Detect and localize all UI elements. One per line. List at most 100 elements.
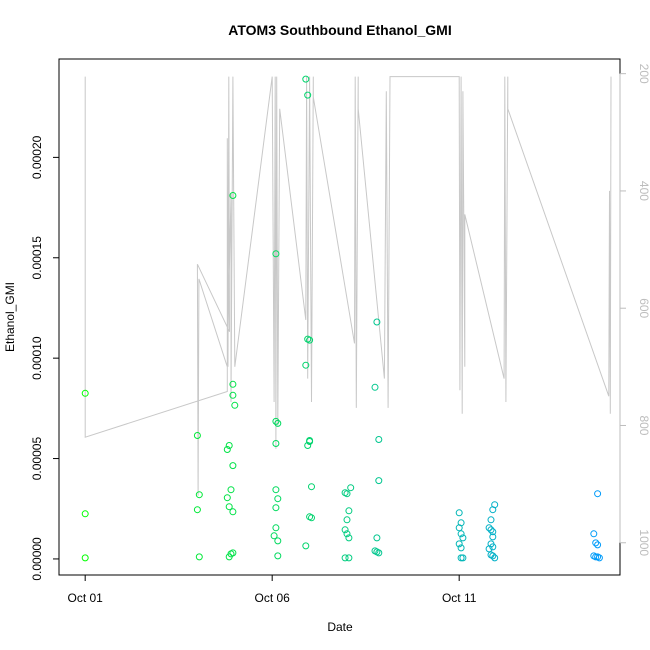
data-point (229, 508, 237, 516)
data-point (457, 530, 465, 538)
data-point (375, 436, 383, 443)
data-point (343, 530, 351, 538)
data-point (459, 534, 467, 542)
data-point (455, 540, 463, 548)
data-point (343, 490, 351, 498)
data-point (302, 75, 310, 83)
data-point (274, 537, 282, 545)
data-point (341, 526, 349, 534)
data-point (345, 507, 353, 515)
y2-tick-label: 400 (637, 181, 650, 201)
y-axis-label: Ethanol_GMI (3, 282, 17, 352)
data-point (274, 552, 282, 560)
data-point (274, 495, 282, 503)
data-point (274, 419, 282, 427)
data-point (371, 383, 379, 391)
data-point (594, 490, 602, 498)
data-point (594, 541, 602, 549)
data-point (304, 91, 312, 99)
plot-frame (58, 58, 621, 576)
data-point (302, 542, 310, 550)
data-point (223, 446, 231, 453)
altitude-line-layer (84, 76, 612, 496)
data-point (489, 533, 497, 541)
data-point (225, 442, 233, 449)
data-point (270, 532, 278, 540)
y-tick-label: 0.00020 (30, 135, 44, 179)
secondary-y-axis: 200 400 600 800 1000 (619, 64, 650, 556)
data-point (225, 503, 233, 511)
data-point (375, 477, 383, 485)
data-point (345, 554, 353, 562)
data-point (373, 534, 381, 542)
data-point (485, 545, 493, 553)
data-point (491, 501, 499, 509)
x-tick-label: Oct 01 (68, 591, 104, 605)
data-point (489, 528, 497, 536)
data-point (487, 516, 495, 524)
data-point (272, 250, 280, 258)
data-point (231, 401, 239, 409)
data-point (590, 530, 598, 538)
y-tick-label: 0.00015 (30, 236, 44, 280)
y2-tick-label: 1000 (637, 529, 650, 556)
data-point (487, 526, 495, 534)
data-point (193, 506, 201, 514)
data-point (81, 554, 89, 562)
data-point (195, 491, 203, 499)
data-point (341, 554, 349, 562)
x-axis: Oct 01 Oct 06 Oct 11 (68, 574, 477, 605)
x-tick-label: Oct 11 (442, 591, 477, 605)
data-point (373, 318, 381, 326)
altitude-line (84, 76, 612, 496)
data-point (272, 440, 280, 447)
data-point (193, 432, 201, 439)
data-point (485, 524, 493, 532)
data-point (229, 549, 237, 557)
data-point (308, 514, 315, 522)
data-point (592, 553, 600, 561)
y2-tick-label: 800 (637, 415, 650, 435)
data-point (195, 553, 203, 561)
data-point (229, 380, 237, 388)
data-point (229, 391, 237, 399)
x-axis-label: Date (327, 620, 353, 634)
data-point (81, 510, 89, 518)
data-point (227, 486, 235, 494)
data-point (272, 486, 280, 494)
data-point (455, 509, 463, 517)
data-point (455, 524, 463, 532)
y2-tick-label: 600 (637, 298, 650, 318)
y-tick-label: 0.00000 (30, 537, 44, 581)
data-point (306, 336, 314, 344)
data-point (345, 534, 353, 542)
data-point (229, 192, 237, 199)
data-point (308, 483, 315, 491)
chart-title: ATOM3 Southbound Ethanol_GMI (228, 22, 451, 38)
data-point (595, 554, 603, 562)
data-point (592, 539, 600, 547)
data-point (375, 549, 383, 557)
y-tick-label: 0.00005 (30, 437, 44, 481)
data-point (229, 462, 237, 470)
data-point (489, 543, 497, 551)
data-point (457, 544, 465, 552)
x-tick-label: Oct 06 (255, 591, 291, 605)
data-points-layer (81, 75, 603, 562)
data-point (304, 442, 312, 449)
data-point (306, 438, 314, 445)
data-point (81, 389, 89, 397)
data-point (272, 504, 280, 512)
data-point (272, 524, 280, 532)
data-point (489, 552, 497, 560)
data-point (302, 361, 310, 369)
data-point (459, 554, 467, 562)
y-tick-label: 0.00010 (30, 336, 44, 380)
data-point (343, 516, 351, 524)
y2-tick-label: 200 (637, 64, 650, 84)
data-point (272, 417, 280, 425)
y-axis: 0.00000 0.00005 0.00010 0.00015 0.00020 (30, 135, 60, 581)
data-point (491, 554, 499, 562)
data-point (347, 484, 355, 492)
